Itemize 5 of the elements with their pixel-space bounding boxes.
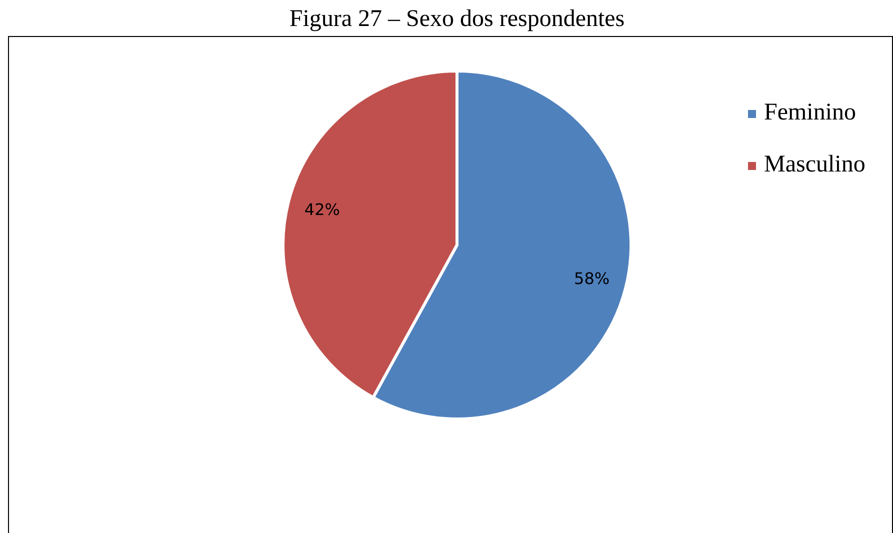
legend-label: Masculino bbox=[764, 152, 866, 178]
data-label: 42% bbox=[304, 200, 340, 219]
data-label: 58% bbox=[574, 268, 610, 288]
legend-label: Feminino bbox=[764, 100, 856, 126]
chart-title: Figura 27 – Sexo dos respondentes bbox=[289, 6, 625, 32]
